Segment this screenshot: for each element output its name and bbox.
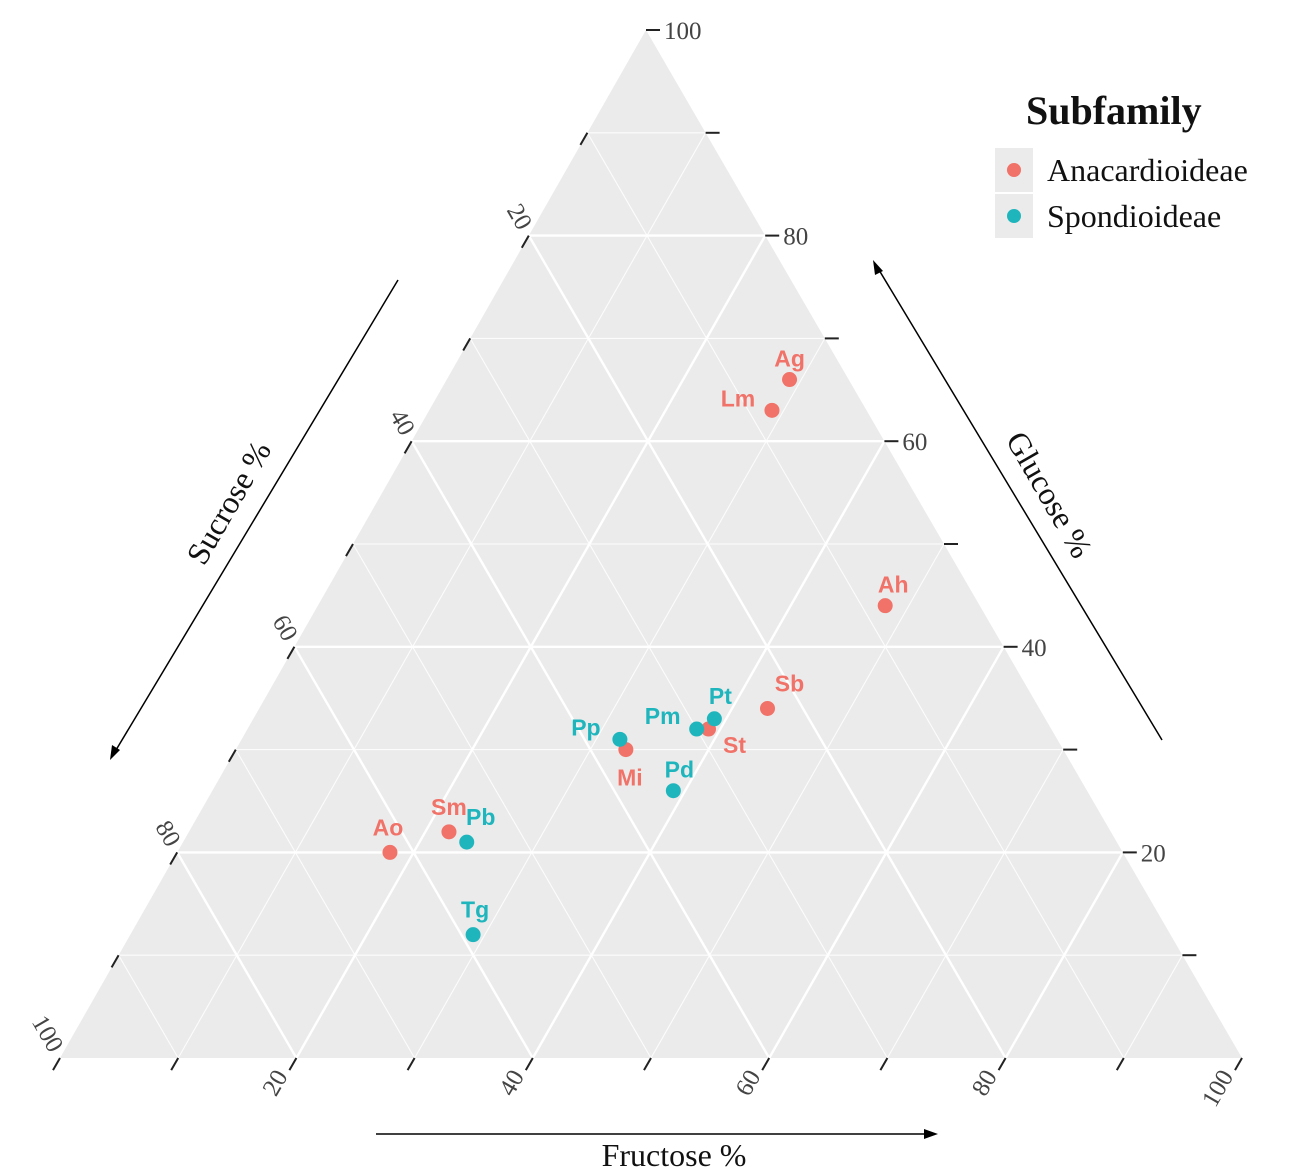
sucrose-tick-40 xyxy=(403,440,413,454)
sucrose-tick-90 xyxy=(110,954,120,968)
minor-gridlines xyxy=(118,132,1183,1059)
data-point-labels: Ag Lm Ah Sb St Mi Sm Ao Pt Pm Pp Pd Pb Tg xyxy=(373,346,909,923)
fructose-tick-70 xyxy=(879,1057,889,1071)
glucose-tick-label-20: 20 xyxy=(1141,840,1166,867)
data-label-sb: Sb xyxy=(775,670,804,696)
fructose-tick-label-40: 40 xyxy=(494,1066,530,1101)
glucose-tick-label-60: 60 xyxy=(902,429,927,456)
data-label-lm: Lm xyxy=(721,385,756,411)
sucrose-arrow xyxy=(112,279,399,756)
legend-key-anacardioideae xyxy=(1007,163,1021,177)
major-gridline-fructose-80 xyxy=(1004,851,1124,1059)
legend-label-spondioideae: Spondioideae xyxy=(1047,198,1221,234)
data-label-ah: Ah xyxy=(878,572,909,598)
legend-label-anacardioideae: Anacardioideae xyxy=(1047,152,1248,188)
data-label-sm: Sm xyxy=(431,794,467,820)
data-point-ah xyxy=(877,598,893,614)
fructose-tick-90 xyxy=(1115,1057,1125,1071)
data-point-pd xyxy=(665,783,681,799)
sucrose-tick-label-40: 40 xyxy=(384,405,420,440)
data-point-pb xyxy=(459,834,475,850)
data-label-ag: Ag xyxy=(774,346,805,372)
data-label-pt: Pt xyxy=(709,683,732,709)
sucrose-tick-50 xyxy=(345,543,354,557)
data-label-ao: Ao xyxy=(373,814,404,840)
glucose-arrow xyxy=(875,264,1163,741)
fructose-tick-label-20: 20 xyxy=(258,1066,294,1101)
data-point-pm xyxy=(689,721,705,737)
sucrose-tick-70 xyxy=(227,749,237,763)
glucose-tick-label-40: 40 xyxy=(1022,635,1047,662)
legend-key-spondioideae xyxy=(1007,209,1021,223)
fructose-tick-100 xyxy=(1234,1057,1243,1071)
legend: Subfamily Anacardioideae Spondioideae xyxy=(995,88,1248,238)
data-label-pm: Pm xyxy=(645,703,681,729)
minor-gridline-fructose-90 xyxy=(1123,954,1183,1059)
minor-gridline-sucrose-30 xyxy=(469,338,888,1059)
axis-ticks xyxy=(52,29,1243,1071)
sucrose-tick-label-100: 100 xyxy=(26,1011,68,1057)
major-gridline-sucrose-40 xyxy=(410,440,771,1059)
major-gridline-fructose-40 xyxy=(531,440,886,1059)
data-point-tg xyxy=(465,927,481,943)
data-point-sm xyxy=(441,824,457,840)
major-gridline-sucrose-80 xyxy=(176,851,298,1059)
data-label-tg: Tg xyxy=(461,897,489,923)
minor-gridline-sucrose-70 xyxy=(235,749,416,1059)
data-point-pt xyxy=(706,711,722,727)
fructose-tick-30 xyxy=(406,1057,416,1071)
data-points xyxy=(382,372,893,943)
minor-gridline-fructose-30 xyxy=(414,338,826,1059)
data-label-st: St xyxy=(723,732,746,758)
sucrose-tick-label-80: 80 xyxy=(150,816,186,851)
sucrose-tick-label-20: 20 xyxy=(501,199,537,234)
minor-gridline-fructose-70 xyxy=(886,749,1064,1059)
fructose-tick-60 xyxy=(761,1057,771,1071)
axis-arrows xyxy=(112,264,1163,1135)
glucose-arrowhead xyxy=(873,260,883,275)
fructose-tick-label-80: 80 xyxy=(967,1066,1003,1101)
data-point-ao xyxy=(382,844,398,860)
sucrose-tick-100 xyxy=(52,1057,61,1071)
minor-gridline-sucrose-90 xyxy=(118,954,179,1059)
glucose-tick-label-100: 100 xyxy=(664,18,702,45)
sucrose-tick-10 xyxy=(579,132,589,146)
data-label-pb: Pb xyxy=(466,804,495,830)
data-point-lm xyxy=(764,402,780,418)
fructose-tick-50 xyxy=(643,1057,652,1071)
major-gridline-fructose-60 xyxy=(768,646,1005,1059)
sucrose-tick-20 xyxy=(520,235,530,249)
fructose-tick-40 xyxy=(524,1057,534,1071)
minor-gridline-fructose-10 xyxy=(177,132,707,1059)
fructose-tick-10 xyxy=(170,1057,180,1071)
sucrose-tick-30 xyxy=(462,337,472,352)
sucrose-axis-title: Sucrose % xyxy=(179,435,278,571)
data-label-pp: Pp xyxy=(571,714,600,740)
data-point-sb xyxy=(760,700,775,716)
fructose-tick-20 xyxy=(288,1057,298,1071)
sucrose-arrowhead xyxy=(110,745,120,760)
data-point-pp xyxy=(612,731,628,747)
fructose-tick-80 xyxy=(997,1057,1007,1071)
fructose-tick-label-100: 100 xyxy=(1197,1066,1239,1112)
fructose-axis-title: Fructose % xyxy=(602,1137,747,1172)
legend-title: Subfamily xyxy=(1026,88,1202,133)
sucrose-tick-label-60: 60 xyxy=(267,611,303,646)
minor-gridline-fructose-50 xyxy=(650,543,945,1059)
data-label-pd: Pd xyxy=(665,757,694,783)
fructose-tick-label-60: 60 xyxy=(731,1066,767,1101)
sucrose-tick-80 xyxy=(169,851,179,866)
sucrose-tick-60 xyxy=(286,646,296,660)
major-gridlines xyxy=(176,234,1124,1059)
data-point-ag xyxy=(782,372,798,388)
data-label-mi: Mi xyxy=(617,765,643,791)
minor-gridline-sucrose-10 xyxy=(586,132,1125,1059)
minor-gridline-sucrose-50 xyxy=(352,543,652,1059)
arrow-heads xyxy=(110,260,938,1139)
glucose-tick-label-80: 80 xyxy=(783,224,808,251)
fructose-arrowhead xyxy=(924,1129,938,1139)
major-gridline-sucrose-60 xyxy=(293,646,534,1059)
